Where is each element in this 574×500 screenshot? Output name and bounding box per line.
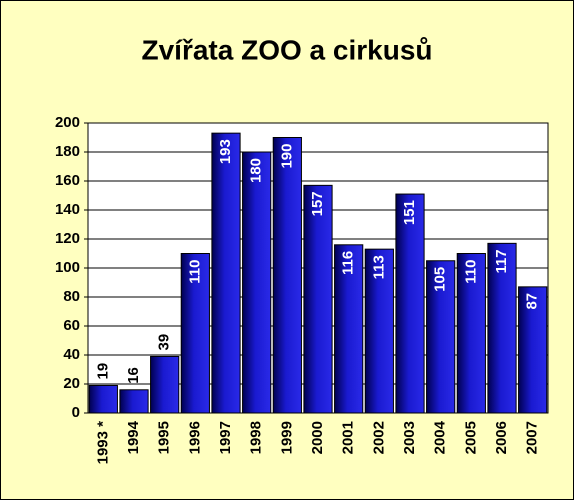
x-tick-label: 2006 — [493, 421, 510, 454]
y-tick-label: 180 — [55, 143, 80, 160]
bar — [364, 248, 394, 414]
value-label: 190 — [278, 144, 295, 169]
value-label: 19 — [94, 363, 111, 380]
x-tick-label: 2004 — [432, 420, 449, 454]
bar — [303, 184, 333, 414]
y-tick-label: 120 — [55, 230, 80, 247]
x-tick-label: 1993 * — [94, 421, 111, 465]
x-tick-label: 2005 — [462, 421, 479, 454]
x-tick-label: 1995 — [156, 421, 173, 454]
bar — [487, 242, 517, 414]
x-tick-label: 2007 — [524, 421, 541, 454]
x-tick-label: 2001 — [340, 421, 357, 454]
y-tick-label: 20 — [63, 375, 80, 392]
y-tick-label: 0 — [72, 404, 80, 421]
bar — [518, 286, 548, 414]
y-tick-label: 60 — [63, 317, 80, 334]
bar — [150, 355, 180, 414]
value-label: 116 — [340, 251, 357, 275]
y-tick-label: 80 — [63, 288, 80, 305]
bar — [456, 253, 486, 414]
y-tick-label: 160 — [55, 172, 80, 189]
x-tick-label: 2003 — [401, 421, 418, 454]
chart-title: Zvířata ZOO a cirkusů — [142, 34, 433, 65]
value-label: 180 — [248, 158, 265, 183]
bar — [88, 384, 118, 414]
x-tick-label: 1998 — [248, 421, 265, 454]
value-label: 87 — [524, 293, 541, 310]
bar — [211, 132, 241, 414]
x-tick-label: 1999 — [278, 421, 295, 454]
x-tick-label: 1996 — [186, 421, 203, 454]
value-label: 157 — [309, 191, 326, 216]
bar — [272, 137, 302, 414]
x-tick-label: 2000 — [309, 421, 326, 454]
value-label: 113 — [370, 255, 387, 279]
bar — [395, 193, 425, 414]
x-tick-label: 1997 — [217, 421, 234, 454]
value-label: 110 — [462, 260, 479, 284]
y-tick-label: 100 — [55, 259, 80, 276]
bar — [242, 151, 272, 414]
value-label: 105 — [432, 267, 449, 292]
y-tick-label: 140 — [55, 201, 80, 218]
value-label: 110 — [186, 260, 203, 284]
y-tick-label: 200 — [55, 114, 80, 131]
value-label: 151 — [401, 200, 418, 225]
x-tick-label: 1994 — [125, 420, 142, 454]
value-label: 117 — [493, 249, 510, 273]
bar — [334, 244, 364, 414]
value-label: 16 — [125, 367, 142, 384]
value-label: 39 — [156, 334, 173, 351]
bar — [426, 260, 456, 414]
bar — [180, 253, 210, 414]
value-label: 193 — [217, 139, 234, 164]
x-tick-label: 2002 — [370, 421, 387, 454]
bar — [119, 389, 149, 414]
y-tick-label: 40 — [63, 346, 80, 363]
